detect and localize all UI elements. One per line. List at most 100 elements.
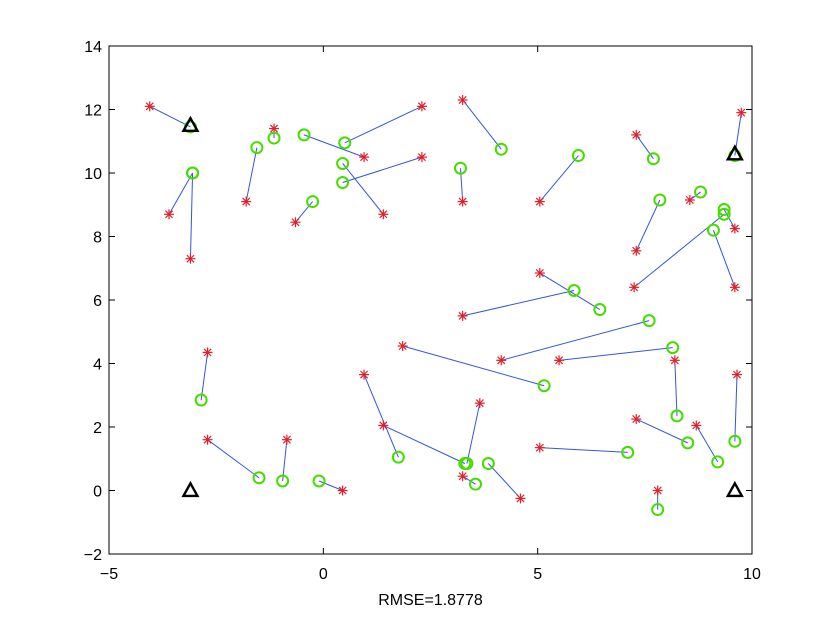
x-tick-label: 0 (319, 566, 328, 583)
y-tick-label: 14 (84, 39, 102, 56)
error-line (383, 424, 466, 464)
error-line (200, 352, 209, 401)
true-position-marker (202, 434, 213, 445)
true-position-markers (144, 94, 747, 504)
estimated-position-marker (571, 149, 585, 163)
true-position-marker (144, 101, 155, 112)
error-line (462, 289, 575, 317)
estimated-position-marker (711, 455, 725, 469)
error-line (402, 345, 545, 387)
estimated-position-marker (306, 195, 320, 209)
estimated-position-marker (194, 393, 208, 407)
true-position-marker (474, 398, 485, 409)
true-position-marker (534, 268, 545, 279)
estimated-position-marker (646, 152, 660, 166)
estimated-position-marker (481, 457, 495, 471)
error-line (342, 156, 423, 184)
error-line (734, 374, 738, 442)
estimated-position-marker (186, 166, 200, 180)
true-position-marker (669, 355, 680, 366)
y-axis-ticks: −2 0 2 4 6 8 10 12 14 (84, 39, 752, 564)
x-axis-label: RMSE=1.8778 (378, 592, 483, 609)
estimated-position-marker (267, 131, 281, 145)
true-position-marker (496, 355, 507, 366)
error-line (695, 425, 719, 463)
y-tick-label: 8 (93, 230, 102, 247)
estimated-position-marker (460, 457, 474, 471)
estimated-position-marker (276, 474, 290, 488)
error-line (635, 199, 661, 251)
estimated-position-marker (706, 223, 720, 237)
true-position-marker (202, 347, 213, 358)
y-tick-label: −2 (84, 547, 102, 564)
true-position-marker (359, 369, 370, 380)
error-line (674, 360, 678, 416)
x-axis-ticks: −5 0 5 10 (100, 46, 761, 583)
estimated-position-marker (494, 142, 508, 156)
x-tick-label: 5 (533, 566, 542, 583)
true-position-marker (416, 152, 427, 163)
true-position-marker (359, 152, 370, 163)
estimated-position-marker (250, 141, 264, 155)
true-position-marker (378, 209, 389, 220)
error-line (501, 320, 650, 361)
true-position-marker (185, 253, 196, 264)
estimated-position-marker (336, 156, 350, 170)
true-position-marker (691, 420, 702, 431)
true-position-marker (164, 209, 175, 220)
true-position-marker (731, 369, 742, 380)
y-tick-label: 0 (93, 484, 102, 501)
true-position-marker (631, 245, 642, 256)
y-tick-label: 4 (93, 357, 102, 374)
estimated-position-marker (717, 203, 731, 217)
true-position-marker (631, 129, 642, 140)
estimated-position-marker (567, 283, 581, 297)
error-line (539, 155, 579, 202)
true-position-marker (534, 442, 545, 453)
estimated-position-marker (666, 341, 680, 355)
estimated-position-marker (651, 503, 665, 517)
true-position-marker (515, 493, 526, 504)
error-line (636, 418, 688, 444)
y-tick-label: 6 (93, 293, 102, 310)
y-tick-label: 12 (84, 103, 102, 120)
error-line (149, 105, 191, 128)
error-line (342, 163, 384, 215)
true-position-marker (457, 94, 468, 105)
plot-frame (108, 45, 753, 555)
true-position-marker (684, 194, 695, 205)
error-line (344, 105, 423, 144)
estimated-position-marker (391, 450, 405, 464)
error-line (466, 403, 481, 464)
true-position-marker (397, 341, 408, 352)
error-line (303, 134, 365, 158)
estimated-position-marker (469, 477, 483, 491)
error-line (207, 439, 260, 479)
true-position-marker (631, 414, 642, 425)
estimated-position-marker (312, 474, 326, 488)
true-position-marker (416, 101, 427, 112)
estimated-position-marker (728, 434, 742, 448)
estimated-position-marker (717, 207, 731, 221)
estimated-position-marker (621, 445, 635, 459)
estimated-position-marker (454, 161, 468, 175)
y-tick-label: 2 (93, 420, 102, 437)
estimated-position-marker (681, 436, 695, 450)
true-position-marker (457, 310, 468, 321)
estimated-position-marker (670, 409, 684, 423)
estimated-position-marker (338, 136, 352, 150)
estimated-position-marker (694, 185, 708, 199)
true-position-marker (281, 434, 292, 445)
true-position-marker (534, 196, 545, 207)
error-line (559, 347, 673, 361)
true-position-marker (337, 485, 348, 496)
true-position-marker (629, 282, 640, 293)
estimated-position-markers (183, 120, 742, 517)
error-line (723, 209, 736, 229)
error-line (712, 229, 736, 288)
anchor-triangle-marker (725, 144, 744, 161)
estimated-position-marker (252, 471, 266, 485)
estimated-position-marker (593, 303, 607, 317)
